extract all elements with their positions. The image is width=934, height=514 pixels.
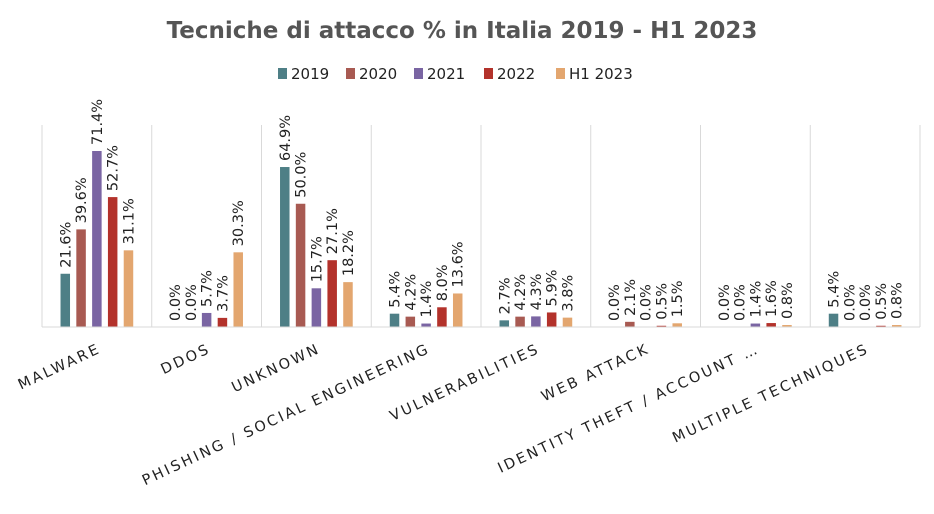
bar: [766, 323, 776, 327]
bar: [656, 325, 667, 327]
bar: [60, 273, 71, 327]
bar: [876, 325, 886, 327]
legend-label: 2020: [359, 65, 397, 83]
category-label: UNKNOWN: [229, 341, 323, 396]
data-label: 0.0%: [858, 284, 874, 321]
data-label: 5.4%: [388, 271, 404, 308]
data-label: 30.3%: [231, 200, 247, 246]
bar: [750, 323, 761, 327]
bar: [217, 317, 228, 327]
data-label: 1.5%: [670, 280, 686, 317]
legend-swatch: [414, 68, 423, 79]
bar: [405, 316, 416, 327]
data-label: 21.6%: [58, 222, 74, 268]
data-label: 5.7%: [200, 270, 216, 307]
bar: [562, 317, 573, 327]
bar: [280, 167, 290, 327]
legend-item: 2020: [346, 65, 397, 83]
data-label: 15.7%: [309, 236, 325, 282]
legend-swatch: [484, 68, 493, 79]
data-label: 0.0%: [717, 284, 733, 321]
bars: [60, 151, 902, 327]
data-label: 2.1%: [623, 279, 639, 316]
data-label: 31.1%: [121, 198, 137, 244]
data-label: 0.0%: [733, 284, 749, 321]
data-label: 4.2%: [513, 274, 529, 311]
data-label: 8.0%: [435, 264, 451, 301]
bar: [123, 250, 134, 327]
data-label: 0.0%: [168, 284, 184, 321]
legend-label: 2019: [291, 65, 329, 83]
category-label: DDOS: [159, 341, 214, 378]
bar: [311, 288, 322, 327]
data-label: 50.0%: [294, 152, 310, 198]
bar: [672, 323, 682, 327]
legend-label: 2021: [427, 65, 465, 83]
bar: [343, 282, 353, 327]
data-label: 1.4%: [748, 281, 764, 318]
legend-item: 2022: [484, 65, 535, 83]
data-label: 27.1%: [325, 208, 341, 254]
bar: [531, 316, 541, 327]
data-label: 2.7%: [497, 278, 513, 315]
bar: [515, 316, 525, 327]
data-label: 0.0%: [842, 284, 858, 321]
data-label: 0.0%: [639, 284, 655, 321]
data-label: 64.9%: [278, 115, 294, 161]
bar: [389, 313, 400, 327]
category-label: WEB ATTACK: [539, 341, 652, 405]
legend-swatch: [346, 68, 355, 79]
data-label: 5.4%: [827, 271, 843, 308]
data-label: 13.6%: [451, 241, 467, 287]
legend-swatch: [556, 68, 565, 79]
bar: [499, 320, 510, 327]
bar: [201, 312, 212, 327]
category-label: MULTIPLE TECHNIQUES: [670, 341, 872, 446]
data-label: 0.0%: [607, 284, 623, 321]
data-label: 4.3%: [529, 274, 545, 311]
data-labels: 21.6%39.6%71.4%52.7%31.1%0.0% 0.0% 5.7% 3.7…: [58, 99, 905, 321]
data-label: 0.8%: [780, 282, 796, 319]
bar: [421, 323, 431, 327]
data-label: 0.5%: [654, 283, 670, 320]
legend-label: 2022: [497, 65, 535, 83]
data-label: 18.2%: [341, 230, 357, 276]
chart-title: Tecniche di attacco % in Italia 2019 - H…: [167, 18, 758, 44]
bar: [546, 312, 557, 327]
bar: [891, 325, 902, 327]
bar: [92, 151, 102, 327]
bar: [452, 293, 463, 327]
data-label: 0.8%: [890, 282, 906, 319]
bar: [437, 307, 447, 327]
data-label: 0.0%: [184, 284, 200, 321]
data-label: 1.6%: [764, 280, 780, 317]
legend-item: H1 2023: [556, 65, 633, 83]
category-separators: [41, 125, 921, 327]
bar: [828, 313, 839, 327]
legend-swatch: [278, 68, 287, 79]
bar: [76, 229, 86, 327]
data-label: 5.9%: [545, 270, 561, 307]
bar: [233, 252, 243, 327]
bar: [107, 197, 118, 327]
data-label: 1.4%: [419, 281, 435, 318]
bar: [295, 203, 306, 327]
data-label: 71.4%: [90, 99, 106, 145]
legend: 2019 2020 2021 2022 H1 2023: [278, 65, 633, 83]
data-label: 39.6%: [74, 177, 90, 223]
data-label: 0.5%: [874, 283, 890, 320]
legend-item: 2021: [414, 65, 465, 83]
bar: [782, 325, 792, 327]
bar: [327, 260, 337, 327]
legend-item: 2019: [278, 65, 329, 83]
legend-label: H1 2023: [569, 65, 633, 83]
data-label: 52.7%: [106, 145, 122, 191]
data-label: 4.2%: [403, 274, 419, 311]
data-label: 3.8%: [560, 275, 576, 312]
data-label: 3.7%: [215, 275, 231, 312]
bar: [625, 321, 635, 327]
category-label: MALWARE: [16, 341, 104, 393]
